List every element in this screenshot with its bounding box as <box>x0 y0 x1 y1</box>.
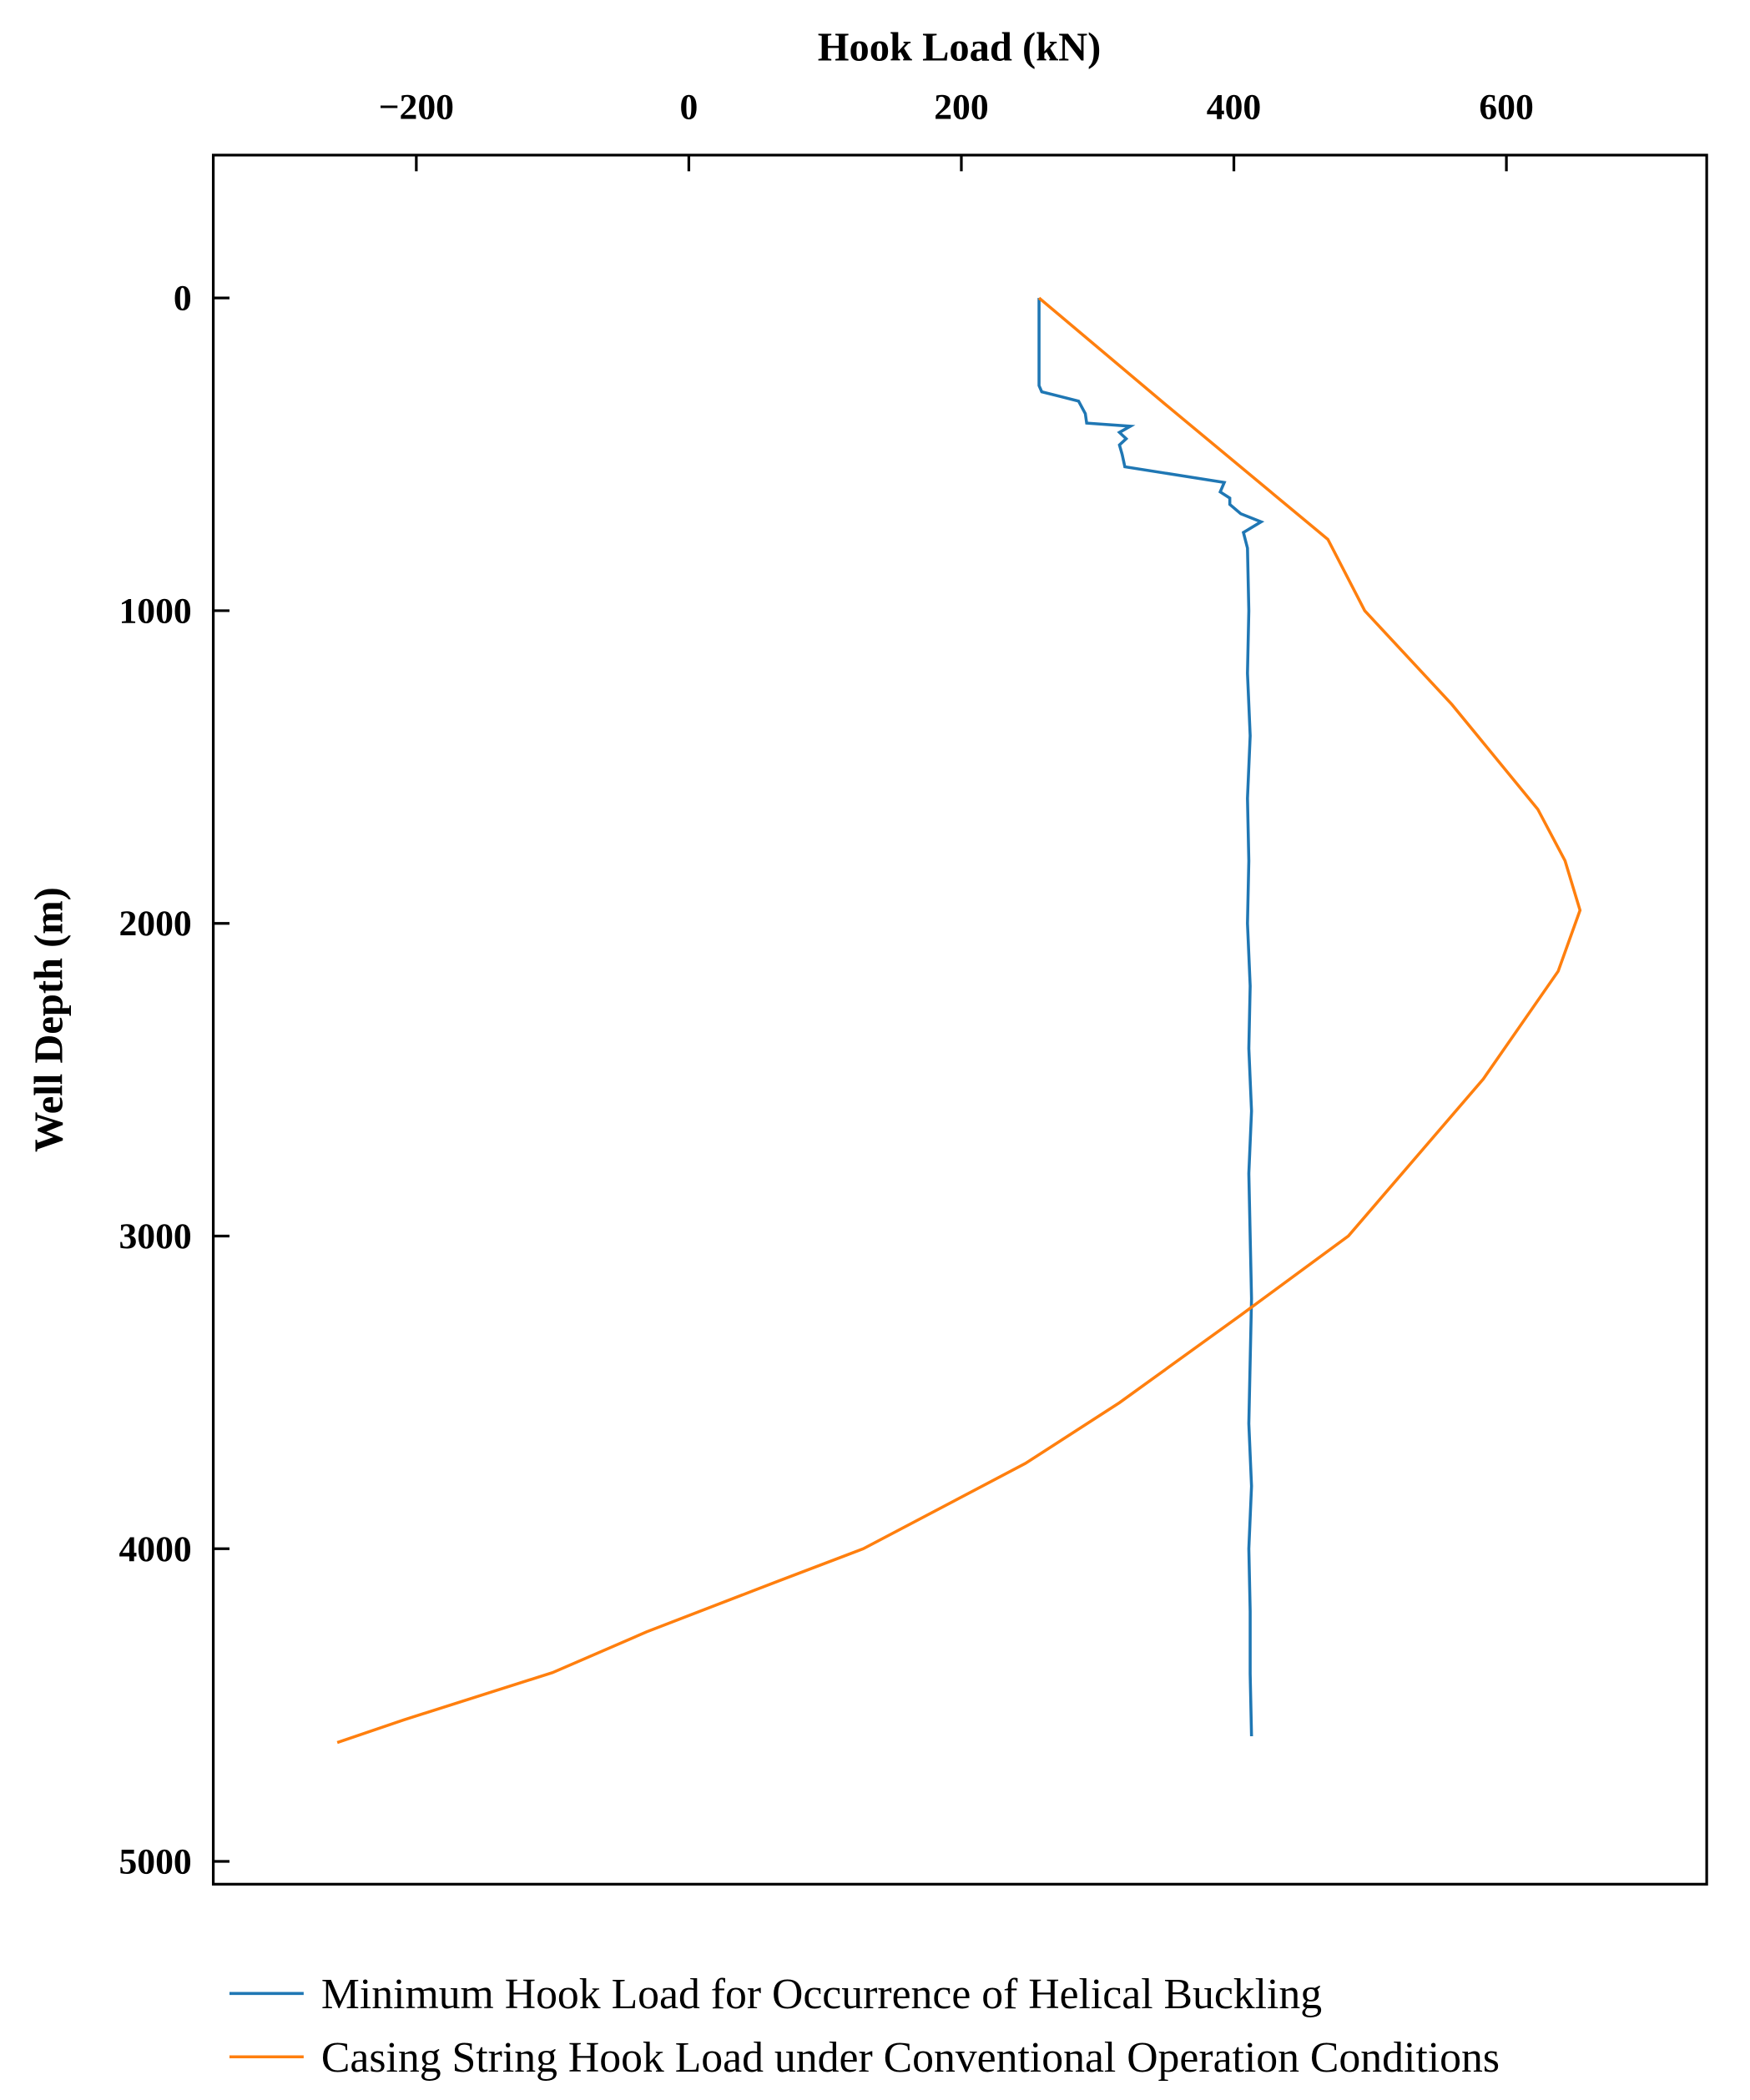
x-tick-label: −200 <box>379 87 454 127</box>
x-tick-label: 400 <box>1207 87 1261 127</box>
x-tick-label: 200 <box>934 87 988 127</box>
x-axis-label: Hook Load (kN) <box>818 26 1101 70</box>
y-tick-label: 4000 <box>119 1529 191 1569</box>
series-line <box>1037 298 1265 1737</box>
plot-frame <box>211 154 1708 1886</box>
x-tick-label: 600 <box>1479 87 1533 127</box>
legend-label: Minimum Hook Load for Occurrence of Heli… <box>321 1971 1322 2018</box>
y-tick-label: 3000 <box>119 1216 191 1256</box>
y-axis-label: Well Depth (m) <box>28 887 72 1152</box>
x-tick-label: 0 <box>680 87 698 127</box>
y-tick-label: 5000 <box>119 1842 191 1882</box>
y-tick-label: 0 <box>174 279 192 319</box>
legend-label: Casing String Hook Load under Convention… <box>321 2034 1500 2082</box>
y-tick-label: 2000 <box>119 904 191 944</box>
series-line <box>336 296 1582 1745</box>
y-tick-label: 1000 <box>119 591 191 631</box>
